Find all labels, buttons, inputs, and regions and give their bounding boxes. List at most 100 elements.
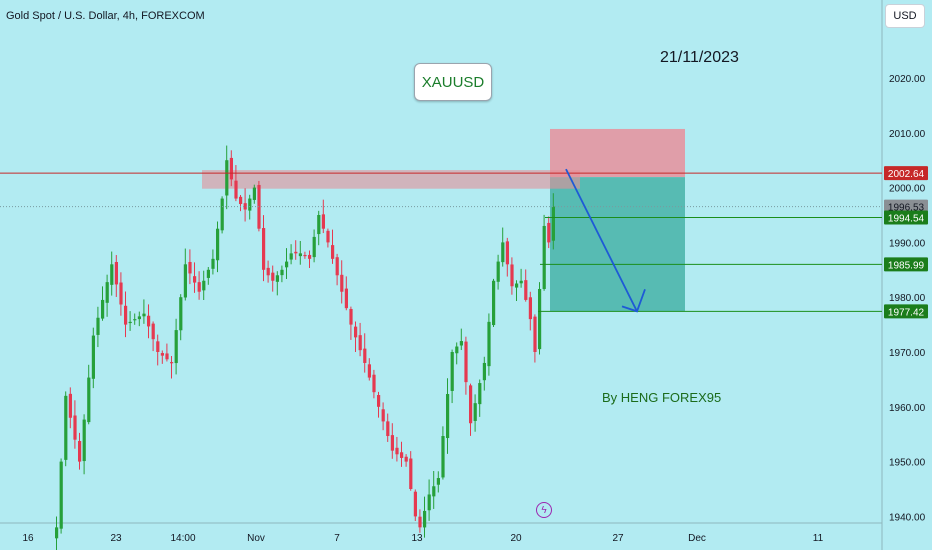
candle-body <box>367 364 371 378</box>
candle-body <box>160 353 164 356</box>
candle-body <box>390 435 394 451</box>
price-label: 1994.54 <box>888 214 925 225</box>
price-label: 2002.64 <box>888 169 925 180</box>
candle-body <box>87 377 91 423</box>
candle-body <box>174 330 178 364</box>
candle-body <box>105 282 109 303</box>
y-tick-label: 1990.00 <box>889 238 926 249</box>
candle-body <box>114 261 118 285</box>
candle-body <box>464 341 468 383</box>
y-tick-label: 2000.00 <box>889 184 926 195</box>
author-annotation[interactable]: By HENG FOREX95 <box>602 390 722 405</box>
x-tick-label: 13 <box>411 533 423 544</box>
candle-body <box>101 299 105 319</box>
candle-body <box>252 187 256 200</box>
candle-body <box>349 308 353 325</box>
candle-body <box>78 441 82 462</box>
candle-body <box>248 198 252 211</box>
candle-body <box>239 196 243 205</box>
stop-loss-zone[interactable] <box>550 128 685 178</box>
candle-body <box>110 264 114 285</box>
price-label: 1996.53 <box>888 203 925 214</box>
candle-body <box>358 335 362 351</box>
candle-body <box>271 272 275 281</box>
take-profit-zone[interactable] <box>550 177 685 312</box>
lightning-icon[interactable]: ϟ <box>536 502 552 518</box>
x-tick-label: 27 <box>612 533 624 544</box>
price-label-box <box>884 257 928 272</box>
candle-body <box>298 253 302 257</box>
candle-body <box>294 251 298 254</box>
candle-body <box>156 341 160 352</box>
candle-body <box>216 228 220 261</box>
candle-body <box>193 276 197 283</box>
candle-body <box>441 436 445 478</box>
candle-body <box>547 222 551 243</box>
candle-body <box>363 348 367 363</box>
candle-body <box>165 353 169 360</box>
y-tick-label: 1940.00 <box>889 512 926 523</box>
candle-body <box>68 393 72 418</box>
candle-body <box>413 491 417 517</box>
candle-body <box>436 478 440 485</box>
candle-body <box>133 319 137 321</box>
candle-body <box>183 264 187 298</box>
candle-body <box>326 230 330 243</box>
candle-body <box>427 494 431 511</box>
candle-body <box>225 160 229 196</box>
price-axis-panel[interactable] <box>882 0 932 550</box>
candle-body <box>510 264 514 287</box>
candle-body <box>551 206 555 241</box>
x-tick-label: 14:00 <box>170 533 195 544</box>
candle-body <box>266 267 270 276</box>
candle-body <box>418 516 422 528</box>
trend-arrow[interactable] <box>565 168 638 312</box>
candle-body <box>340 274 344 292</box>
candle-body <box>377 395 381 407</box>
candle-body <box>211 258 215 269</box>
candle-body <box>487 321 491 367</box>
candle-body <box>404 456 408 462</box>
candle-body <box>128 321 132 324</box>
candle-body <box>538 288 542 350</box>
candle-body <box>432 486 436 497</box>
candle-body <box>524 280 528 300</box>
candle-body <box>59 461 63 529</box>
x-tick-label: 11 <box>813 533 824 544</box>
y-tick-label: 1970.00 <box>889 348 926 359</box>
candle-body <box>386 421 390 437</box>
candle-body <box>505 241 509 265</box>
price-label-box <box>884 199 928 214</box>
y-tick-label: 2020.00 <box>889 74 926 85</box>
candle-body <box>317 215 321 235</box>
trend-arrow-head <box>621 289 646 313</box>
candle-body <box>496 261 500 282</box>
candle-body <box>262 228 266 270</box>
candle-body <box>206 269 210 278</box>
price-label: 1985.99 <box>888 260 925 271</box>
candle-body <box>91 335 95 379</box>
y-tick-label: 2010.00 <box>889 129 926 140</box>
currency-button[interactable]: USD <box>885 4 925 28</box>
symbol-badge[interactable]: XAUUSD <box>414 63 492 101</box>
candle-body <box>124 305 128 325</box>
price-label-box <box>884 210 928 225</box>
candle-body <box>331 245 335 259</box>
candle-body <box>372 374 376 393</box>
candle-body <box>354 326 358 338</box>
candle-body <box>229 157 233 180</box>
candle-body <box>243 203 247 210</box>
candle-body <box>423 510 427 528</box>
candle-body <box>142 313 146 317</box>
y-tick-label: 1950.00 <box>889 458 926 469</box>
resistance-zone[interactable] <box>202 170 580 189</box>
candle-body <box>147 315 151 327</box>
candle-body <box>446 394 450 439</box>
candle-body <box>400 452 404 458</box>
date-annotation[interactable]: 21/11/2023 <box>660 49 739 66</box>
symbol-title[interactable]: Gold Spot / U.S. Dollar, 4h, FOREXCOM <box>6 10 205 22</box>
candle-body <box>381 409 385 422</box>
candle-body <box>289 253 293 260</box>
candle-body <box>234 180 238 199</box>
